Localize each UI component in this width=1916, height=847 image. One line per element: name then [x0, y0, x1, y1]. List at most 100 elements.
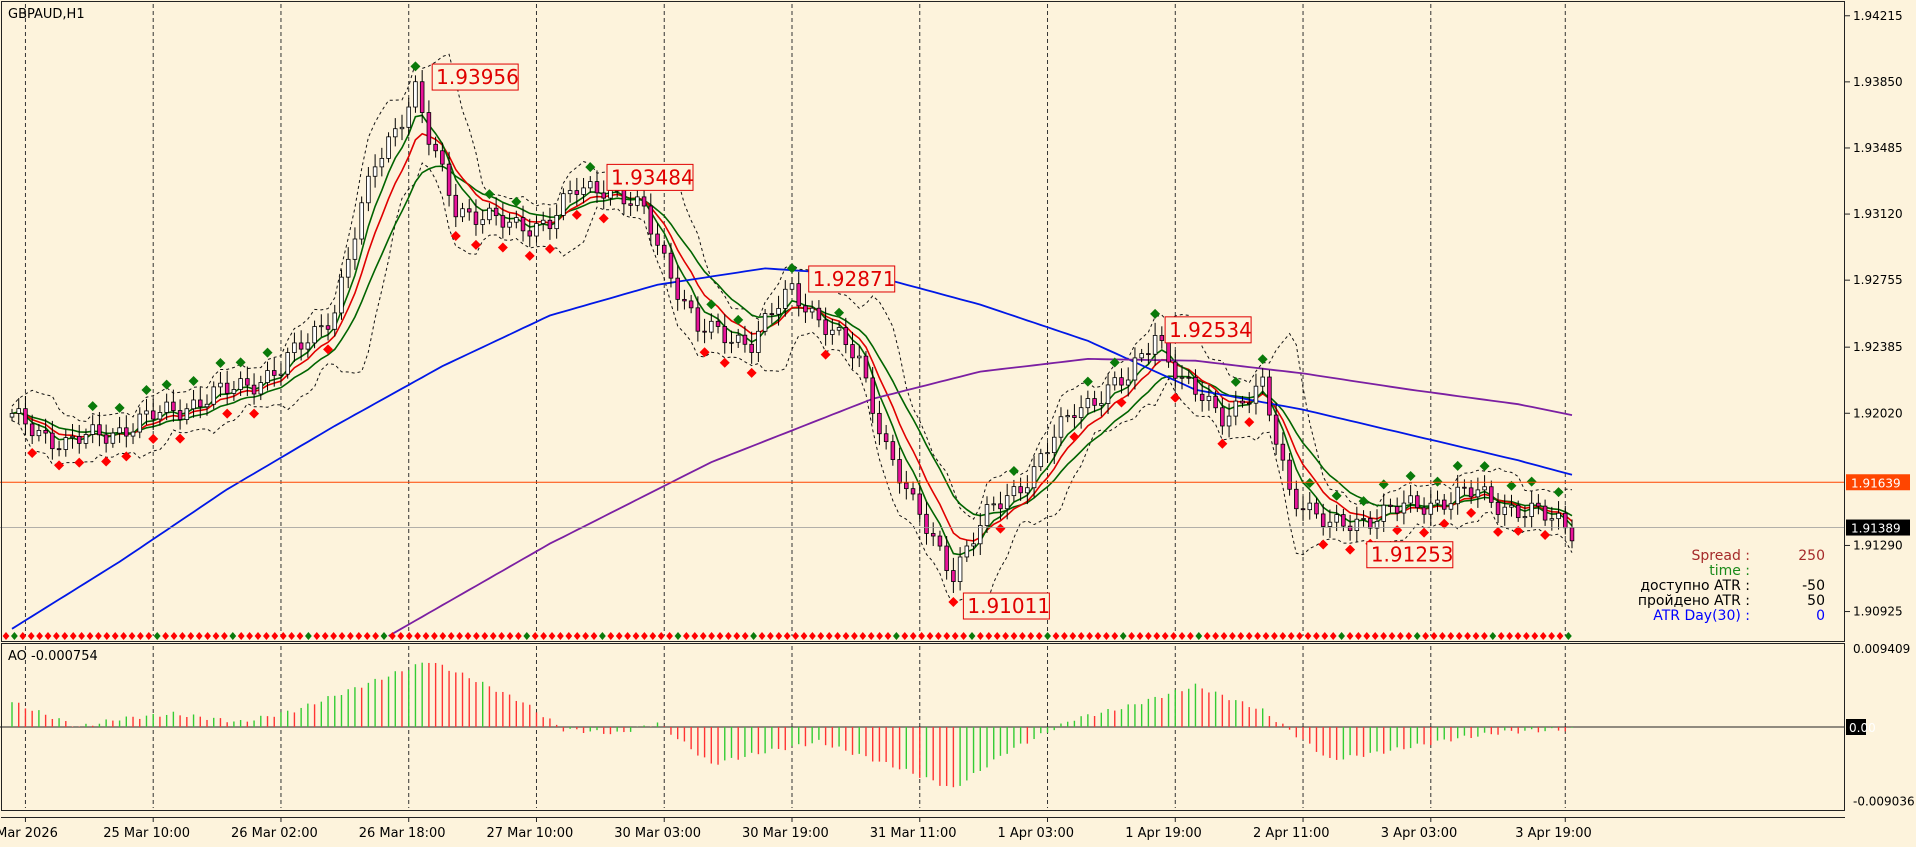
ao-tick-label: -0.009036 — [1853, 795, 1915, 809]
signal-sell-diamond — [249, 408, 260, 419]
candle — [285, 347, 290, 379]
candle — [292, 332, 297, 362]
x-tick-label: 3 Apr 03:00 — [1381, 826, 1458, 841]
marker-row-diamond — [523, 632, 531, 640]
signal-buy-diamond — [787, 263, 797, 274]
candle — [1240, 395, 1245, 408]
signal-sell-diamond — [121, 451, 132, 462]
svg-text:-50: -50 — [1802, 578, 1825, 594]
marker-row-diamond — [179, 632, 186, 640]
marker-row-diamond — [254, 632, 262, 640]
marker-row-diamond — [1203, 632, 1211, 640]
marker-row-diamond — [271, 632, 279, 640]
signal-buy-diamond — [1405, 470, 1416, 481]
marker-row-diamond — [699, 632, 707, 640]
candle — [1031, 455, 1037, 498]
marker-row-diamond — [380, 632, 388, 640]
candle — [796, 271, 801, 317]
marker-row-diamond — [1565, 632, 1572, 640]
marker-row-diamond — [1229, 632, 1236, 640]
candle — [466, 199, 472, 221]
svg-text:250: 250 — [1798, 548, 1825, 564]
candle — [1435, 490, 1440, 512]
candle — [204, 394, 210, 416]
marker-row-diamond — [775, 632, 783, 640]
candle — [157, 405, 163, 426]
candle — [1072, 404, 1077, 428]
candle — [1199, 381, 1205, 412]
marker-row-diamond — [607, 632, 615, 640]
signal-buy-diamond — [1479, 461, 1490, 472]
signal-sell-diamond — [497, 242, 508, 253]
signal-sell-diamond — [74, 457, 85, 468]
marker-row-diamond — [347, 632, 354, 640]
marker-row-diamond — [1094, 632, 1102, 640]
marker-row-diamond — [1397, 632, 1404, 640]
candle — [682, 289, 687, 310]
candle — [1327, 509, 1333, 538]
y-tick-label: 1.91290 — [1853, 538, 1903, 552]
candle — [1159, 326, 1165, 349]
marker-row-diamond — [1313, 632, 1320, 640]
marker-row-diamond — [288, 632, 295, 640]
marker-row-diamond — [926, 632, 934, 640]
marker-row-diamond — [590, 632, 598, 640]
candle — [453, 183, 459, 228]
candle — [500, 203, 506, 239]
signal-buy-diamond — [1230, 376, 1241, 387]
candle — [695, 296, 701, 342]
signal-sell-diamond — [1345, 544, 1356, 555]
marker-row-diamond — [1061, 632, 1068, 640]
candle — [951, 557, 956, 594]
marker-row-diamond — [1170, 632, 1177, 640]
marker-row-diamond — [1447, 632, 1455, 640]
candle — [352, 227, 358, 270]
marker-row-diamond — [901, 632, 909, 640]
candle — [1051, 424, 1057, 464]
candle — [29, 414, 35, 444]
marker-row-diamond — [1195, 632, 1203, 640]
candle — [1287, 453, 1292, 496]
marker-row-diamond — [204, 632, 211, 640]
candle — [1441, 494, 1447, 515]
candle — [312, 320, 317, 349]
marker-row-diamond — [1455, 632, 1463, 640]
x-tick-label: 1 Apr 03:00 — [998, 826, 1075, 841]
ma-line-ma-long — [388, 357, 1573, 637]
price-annotation: 1.92534 — [1164, 316, 1252, 344]
marker-row-diamond — [1002, 632, 1009, 640]
marker-row-diamond — [666, 632, 673, 640]
signal-sell-diamond — [450, 231, 461, 242]
marker-row-diamond — [1338, 632, 1345, 640]
signal-sell-diamond — [699, 347, 710, 358]
marker-row-diamond — [187, 632, 195, 640]
x-tick-label: 1 Apr 19:00 — [1125, 826, 1202, 841]
candle — [588, 176, 593, 193]
candle — [1549, 506, 1555, 531]
marker-row-diamond — [405, 632, 413, 640]
candle — [890, 434, 896, 466]
candle — [1273, 403, 1279, 455]
candle — [493, 197, 499, 226]
info-row: Spread : 250 — [1692, 548, 1825, 564]
candle — [164, 393, 169, 421]
marker-row-diamond — [246, 632, 253, 640]
marker-row-diamond — [725, 632, 732, 640]
ao-panel-label: AO -0.000754 — [8, 649, 98, 664]
marker-row-diamond — [153, 632, 161, 640]
marker-row-diamond — [229, 632, 237, 640]
candle — [776, 295, 781, 326]
candle — [1267, 370, 1272, 422]
candle — [527, 218, 533, 247]
marker-row-diamond — [1380, 632, 1387, 640]
candle — [1381, 493, 1386, 533]
marker-row-diamond — [1010, 632, 1018, 640]
candle — [265, 361, 270, 391]
marker-row-diamond — [305, 632, 312, 640]
svg-text:50: 50 — [1807, 593, 1825, 609]
candle — [870, 366, 875, 424]
candle — [231, 381, 237, 401]
marker-row-diamond — [1245, 632, 1253, 640]
